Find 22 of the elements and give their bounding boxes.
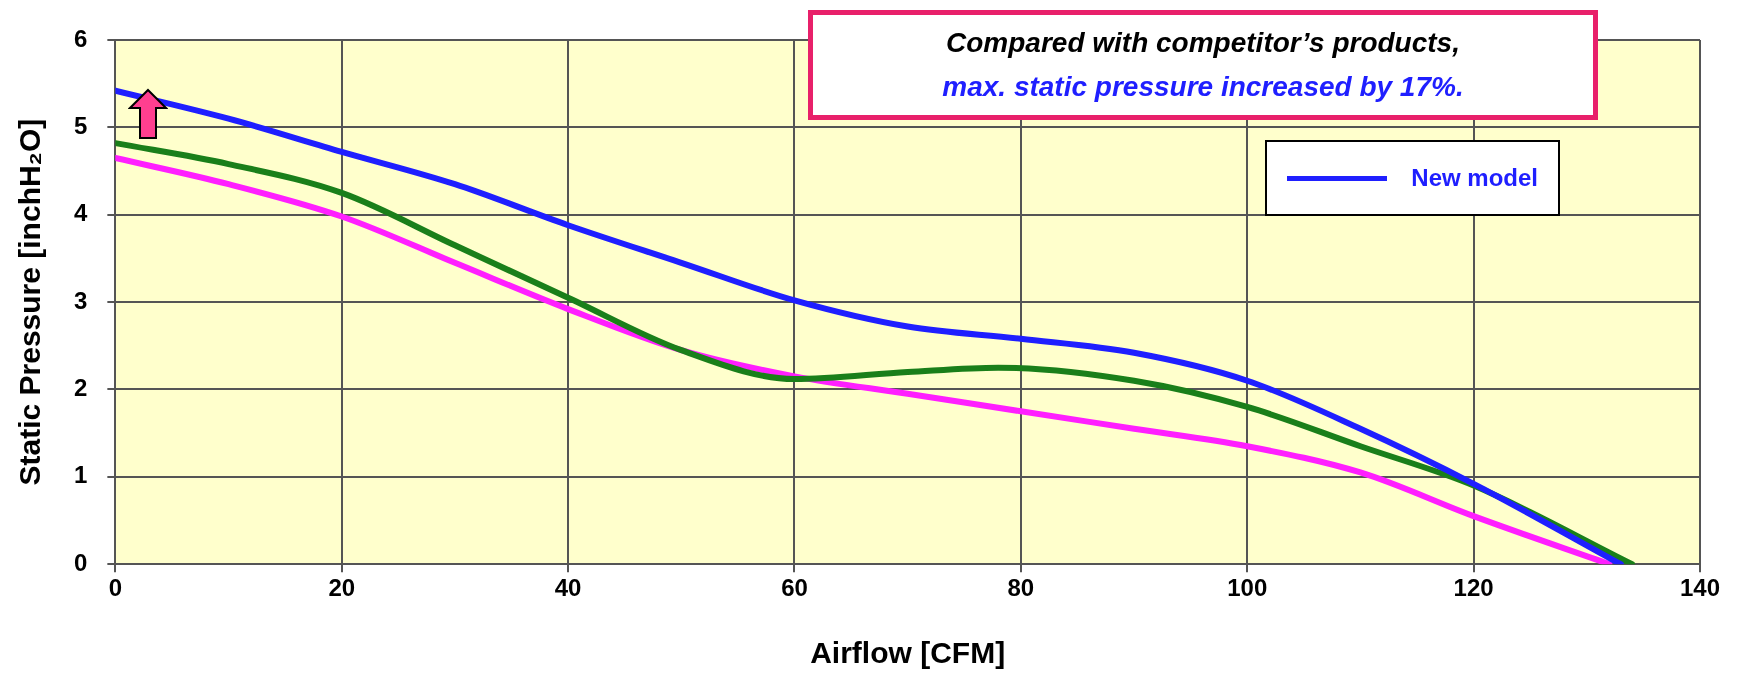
annotation: max. static pressure increased by 17%.	[941, 70, 1465, 104]
x-tick-label: 140	[1679, 574, 1721, 602]
x-tick-label: 100	[1227, 574, 1268, 602]
legend-box: New model	[1265, 140, 1560, 216]
x-tick-label: 80	[1007, 574, 1035, 602]
x-tick-label: 120	[1453, 574, 1494, 602]
x-tick-label: 40	[554, 574, 582, 602]
y-axis-title: Static Pressure [inchH₂O]	[13, 118, 47, 486]
y-tick-label: 0	[73, 548, 88, 576]
y-tick-label: 5	[73, 111, 88, 139]
y-tick-label: 3	[73, 286, 88, 314]
x-tick-label: 20	[328, 574, 356, 602]
x-axis-title: Airflow [CFM]	[810, 636, 1006, 670]
legend-label: New model	[1411, 164, 1538, 192]
y-tick-label: 2	[73, 374, 88, 402]
x-tick-label: 0	[108, 574, 123, 602]
x-tick-label: 60	[781, 574, 808, 602]
note-box: Compared with competitor’s products, max. static pressure increased by 17%.	[808, 10, 1598, 120]
y-tick-label: 6	[73, 24, 88, 52]
y-tick-label: 4	[73, 199, 88, 227]
annotation: Compared with competitor’s products,	[945, 26, 1461, 60]
y-tick-label: 1	[73, 461, 88, 489]
